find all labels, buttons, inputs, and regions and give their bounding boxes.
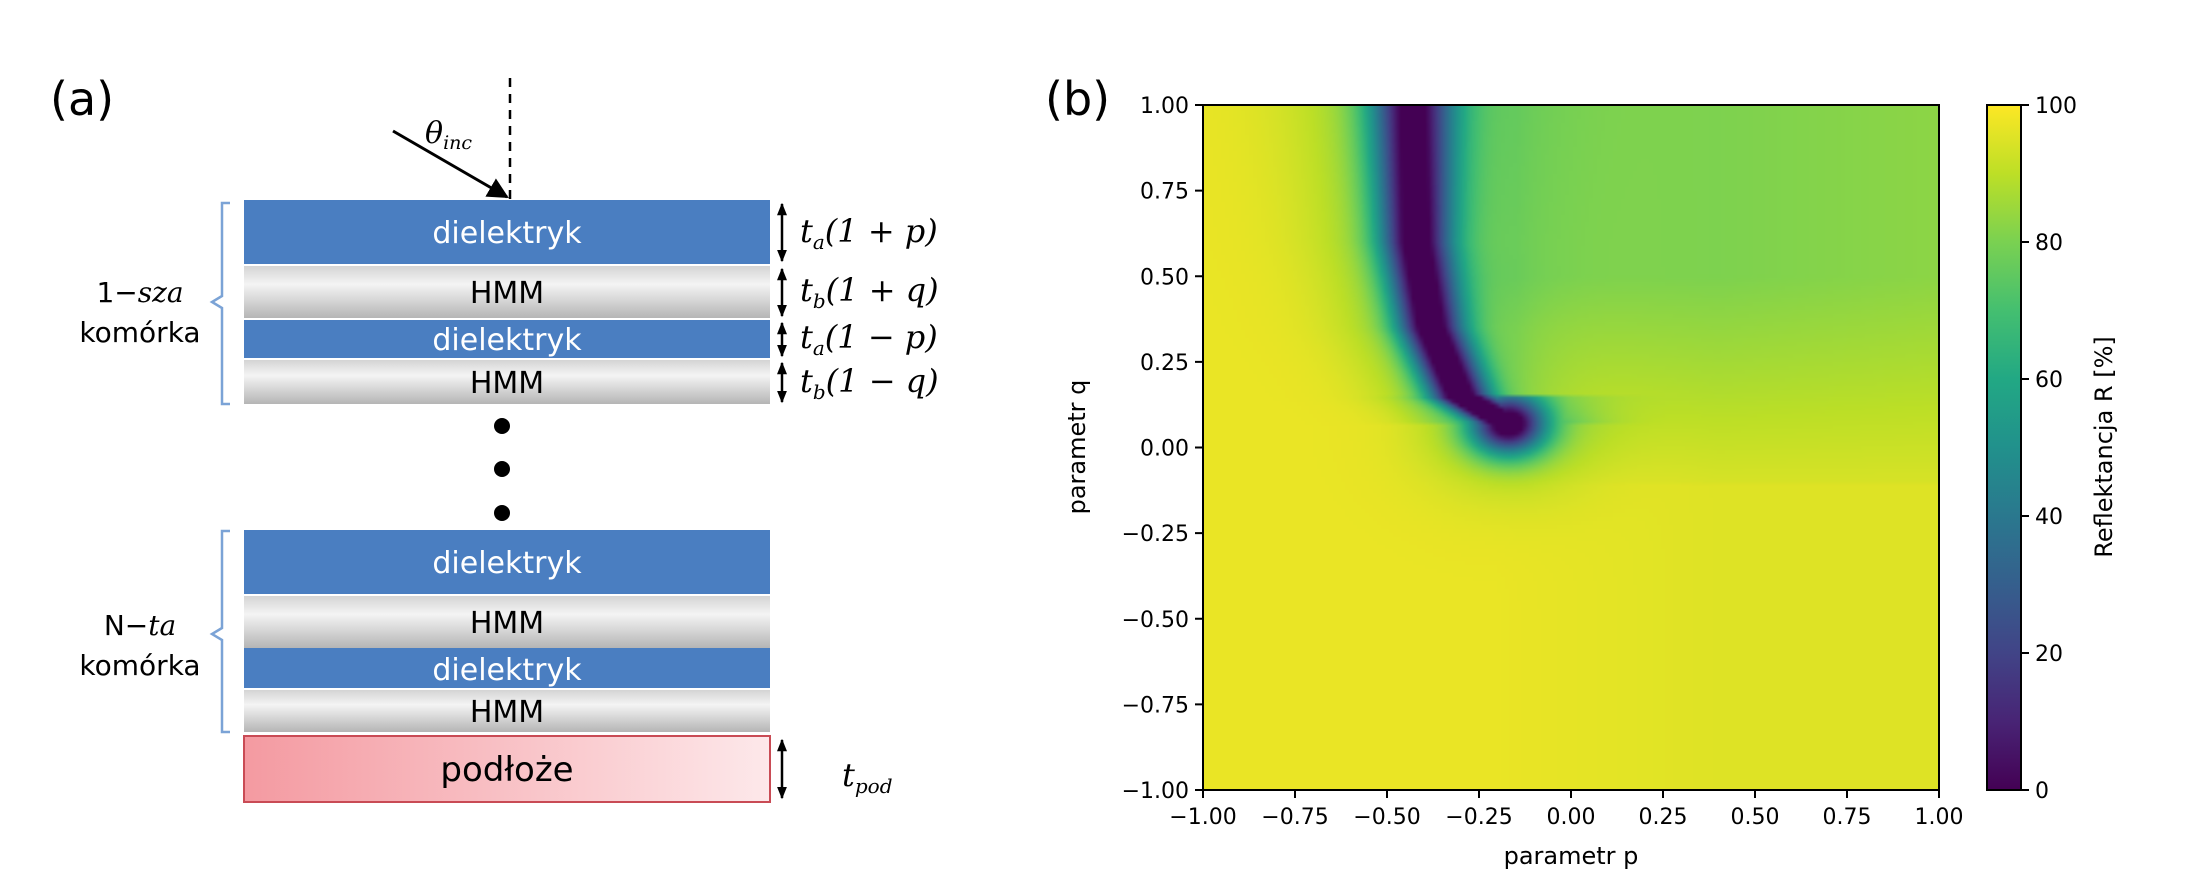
panel-a-label: (a) [50,72,114,126]
panel-b: (b) −1.00 −0.75 −0.50 −0.25 0.00 0.25 0.50 0.75… [1045,72,2118,870]
thickness-label-tpod: tpod [842,756,893,798]
colorbar [1986,104,2022,791]
substrate-label: podłoże [440,750,573,790]
y-tick-label: 1.00 [1140,94,1189,119]
y-tick-label: −1.00 [1122,779,1189,804]
incident-ray-arrow [392,129,509,199]
layer-hmm-top-1 [244,266,770,318]
layer-label: dielektryk [432,216,582,251]
y-tick-label: 0.50 [1140,265,1189,290]
cell-first-label: 1−sza [96,276,183,309]
cell-brace-first [209,201,230,406]
cell-last-komorka: komórka [79,649,200,682]
x-tick-label: 0.00 [1547,805,1596,830]
layer-label: dielektryk [432,653,582,688]
layer-label: dielektryk [432,546,582,581]
panel-a: (a) θinc dielektryk HMM dielektryk HMM d… [50,72,939,803]
colorbar-tick-label: 20 [2035,642,2063,667]
cell-brace-last [209,529,230,734]
colorbar-label: Reflektancja R [%] [2090,336,2118,558]
layer-label: dielektryk [432,323,582,358]
x-axis-label: parametr p [1504,842,1639,870]
layer-dielectric-bottom-2 [244,648,770,688]
thickness-label-ta-1-minus-p: ta(1 − p) [800,318,938,360]
y-tick-label: −0.75 [1122,693,1189,718]
y-tick-label: −0.25 [1122,522,1189,547]
x-axis: −1.00 −0.75 −0.50 −0.25 0.00 0.25 0.50 0.75 1.00 [1169,790,1963,830]
layer-hmm-top-2 [244,360,770,404]
heatmap-image [1203,105,1939,790]
x-tick-label: −0.25 [1445,805,1512,830]
colorbar-tick-label: 60 [2035,368,2063,393]
y-axis: 1.00 0.75 0.50 0.25 0.00 −0.25 −0.50 −0.75 −1.00 [1122,94,1203,804]
layer-dielectric-top-2 [244,320,770,358]
layer-hmm-bottom-2 [244,690,770,732]
x-tick-label: 0.50 [1731,805,1780,830]
x-tick-label: −1.00 [1169,805,1236,830]
ellipsis-dot [494,418,510,434]
colorbar-tick-label: 40 [2035,505,2063,530]
y-tick-label: 0.75 [1140,180,1189,205]
y-tick-label: 0.00 [1140,437,1189,462]
theta-inc-label: θinc [425,116,472,154]
heatmap [1202,104,1940,791]
cell-last-label: N−ta [104,609,176,642]
y-tick-label: −0.50 [1122,608,1189,633]
layer-label: HMM [470,276,544,311]
ellipsis-dot [494,461,510,477]
thickness-label-tb-1-minus-q: tb(1 − q) [800,362,939,404]
layer-dielectric-bottom-1 [244,530,770,594]
colorbar-tick-label: 100 [2035,94,2077,119]
substrate-layer [243,735,771,803]
colorbar-tick-label: 80 [2035,231,2063,256]
y-axis-label: parametr q [1063,380,1091,515]
x-tick-label: −0.75 [1261,805,1328,830]
cell-first-komorka: komórka [79,316,200,349]
x-tick-label: −0.50 [1353,805,1420,830]
layer-label: HMM [470,695,544,730]
x-tick-label: 1.00 [1915,805,1964,830]
x-tick-label: 0.75 [1823,805,1872,830]
colorbar-tick-label: 0 [2035,779,2049,804]
ellipsis-dot [494,505,510,521]
panel-b-label: (b) [1045,72,1110,126]
layer-label: HMM [470,606,544,641]
thickness-label-ta-1-plus-p: ta(1 + p) [800,212,938,254]
colorbar-ticks: 100 80 60 40 20 0 [2021,94,2077,804]
y-tick-label: 0.25 [1140,351,1189,376]
thickness-label-tb-1-plus-q: tb(1 + q) [800,271,939,313]
layer-hmm-bottom-1 [244,596,770,648]
x-tick-label: 0.25 [1639,805,1688,830]
layer-label: HMM [470,366,544,401]
layer-dielectric-top-1 [244,200,770,264]
